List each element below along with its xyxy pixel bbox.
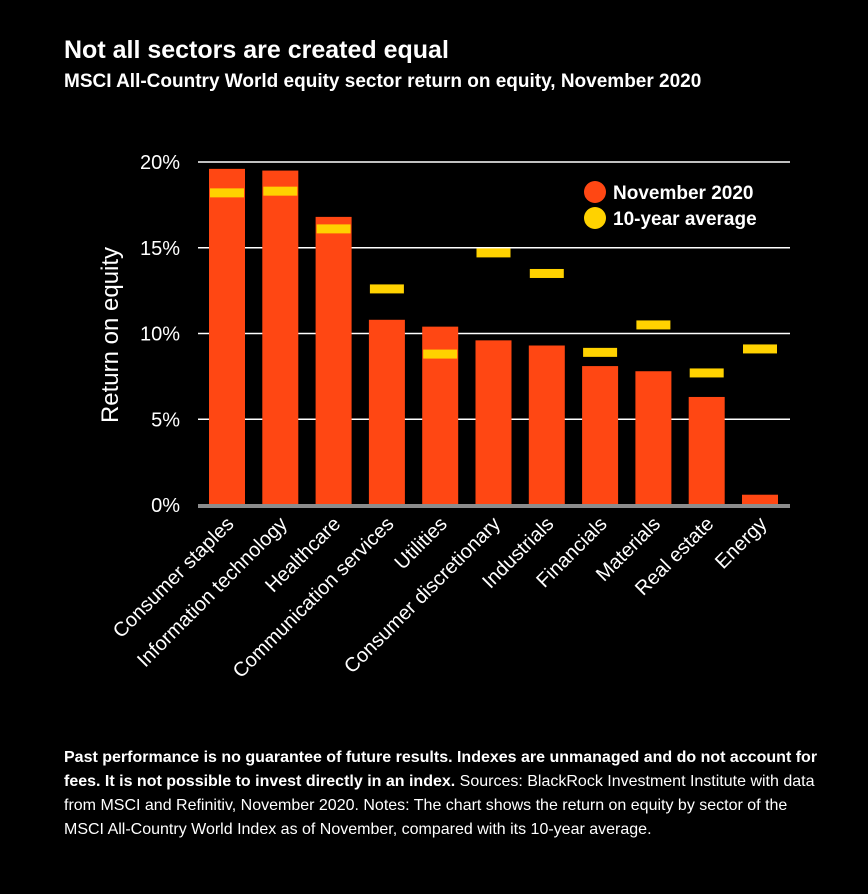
y-axis-label: Return on equity — [97, 247, 124, 423]
average-marker-energy — [743, 344, 777, 354]
average-marker-communication-services — [369, 284, 404, 294]
average-marker-materials — [636, 320, 671, 330]
bar-consumer-discretionary — [475, 340, 512, 505]
average-marker-consumer-staples — [210, 188, 244, 198]
chart-title: Not all sectors are created equal — [64, 36, 449, 64]
bar-communication-services — [368, 319, 405, 505]
legend-label: 10-year average — [613, 209, 757, 230]
bar-healthcare — [315, 216, 352, 505]
y-tick-label: 10% — [140, 324, 180, 346]
average-marker-utilities — [423, 349, 458, 359]
y-tick-label: 5% — [151, 409, 180, 431]
y-tick-label: 0% — [151, 495, 180, 517]
y-tick-label: 20% — [140, 152, 180, 174]
x-tick-label: Energy — [711, 513, 771, 573]
average-marker-financials — [583, 347, 618, 357]
average-marker-healthcare — [316, 224, 351, 234]
bar-energy — [742, 494, 778, 505]
legend: November 2020 10-year average — [584, 181, 757, 230]
bar-industrials — [528, 345, 565, 505]
average-markers — [210, 186, 777, 378]
bar-financials — [582, 366, 619, 505]
legend-swatch — [584, 181, 606, 203]
footnote-sources: Sources: BlackRock Investment Institute … — [64, 773, 815, 838]
average-marker-real-estate — [689, 368, 724, 378]
legend-swatch — [584, 207, 606, 229]
footnote: Past performance is no guarantee of futu… — [64, 746, 824, 842]
bar-consumer-staples — [209, 168, 245, 506]
y-tick-label: 15% — [140, 238, 180, 260]
legend-label: November 2020 — [613, 183, 753, 204]
bar-real-estate — [688, 396, 725, 505]
bar-materials — [635, 371, 672, 505]
footnote-disclaimer: Past performance is no guarantee of futu… — [64, 749, 818, 790]
average-marker-information-technology — [263, 186, 298, 196]
average-marker-industrials — [529, 268, 564, 278]
average-marker-consumer-discretionary — [476, 248, 511, 258]
chart-subtitle: MSCI All-Country World equity sector ret… — [64, 71, 702, 92]
bar-information-technology — [262, 170, 299, 505]
